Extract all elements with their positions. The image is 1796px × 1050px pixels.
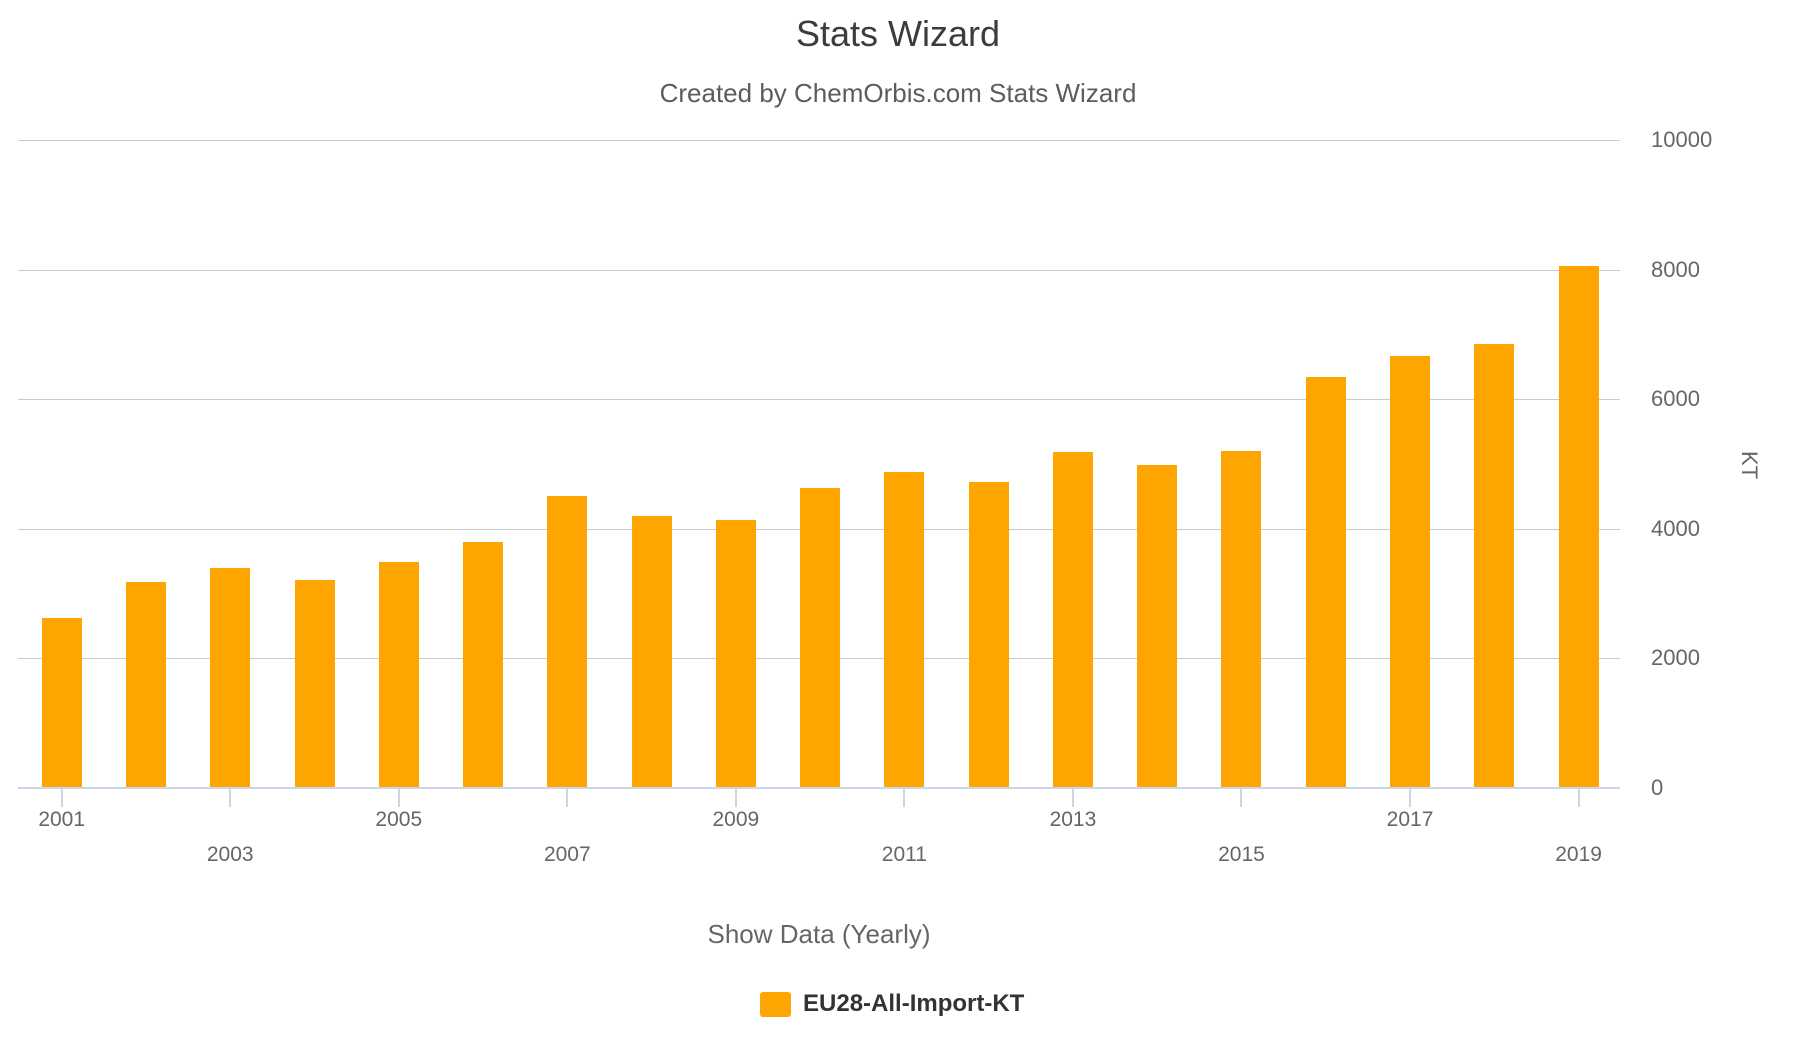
x-tick-2013 [1071, 789, 1074, 807]
bar-2010 [800, 487, 841, 788]
x-label-2001: 2001 [38, 808, 86, 831]
bar-2015 [1221, 451, 1262, 788]
x-tick-2015 [1240, 789, 1243, 807]
bar-2017 [1390, 355, 1431, 788]
x-tick-2009 [734, 789, 737, 807]
x-tick-2005 [397, 789, 400, 807]
bar-2012 [968, 482, 1009, 788]
x-label-2007: 2007 [543, 843, 591, 866]
y-label-0: 0 [1651, 775, 1664, 800]
x-tick-2007 [566, 789, 569, 807]
y-label-8000: 8000 [1651, 256, 1700, 282]
bar-2011 [884, 472, 925, 788]
y-axis-title: KT [1737, 450, 1762, 480]
bar-2002 [125, 581, 166, 788]
y-label-10000: 10000 [1651, 127, 1713, 152]
chart-title: Stats Wizard [795, 13, 1001, 54]
x-tick-2019 [1577, 789, 1580, 807]
x-tick-2001 [60, 789, 63, 807]
gridline-6000 [18, 399, 1620, 401]
bar-2016 [1305, 377, 1346, 788]
gridline-10000 [18, 140, 1620, 141]
bar-2001 [41, 618, 82, 788]
x-tick-2011 [903, 789, 906, 807]
x-label-2013: 2013 [1049, 808, 1097, 831]
y-label-6000: 6000 [1651, 386, 1700, 412]
bar-2005 [378, 561, 419, 788]
plot-area [18, 140, 1620, 788]
bar-2009 [715, 519, 756, 788]
legend-item[interactable]: EU28-All-Import-KT [760, 990, 1024, 1018]
x-label-2019: 2019 [1555, 843, 1602, 866]
x-tick-2017 [1409, 789, 1412, 807]
bar-2014 [1137, 464, 1178, 788]
legend-swatch-icon [760, 991, 791, 1017]
bar-2013 [1052, 452, 1093, 788]
x-label-2005: 2005 [375, 808, 423, 831]
bar-2003 [210, 567, 251, 788]
x-label-2017: 2017 [1386, 808, 1434, 831]
chart-subtitle: Created by ChemOrbis.com Stats Wizard [659, 78, 1137, 108]
x-label-2009: 2009 [712, 808, 760, 831]
x-label-2003: 2003 [206, 843, 254, 866]
y-label-2000: 2000 [1651, 645, 1700, 671]
bar-2018 [1474, 344, 1515, 788]
x-label-2011: 2011 [881, 843, 927, 866]
x-axis-caption: Show Data (Yearly) [707, 919, 931, 949]
legend-label: EU28-All-Import-KT [803, 990, 1025, 1017]
x-label-2015: 2015 [1218, 843, 1265, 866]
bar-2008 [631, 515, 672, 788]
bar-2007 [547, 495, 588, 788]
y-label-4000: 4000 [1651, 515, 1700, 541]
x-tick-2003 [229, 789, 232, 807]
bar-2004 [294, 579, 335, 788]
bar-2006 [463, 541, 504, 788]
x-axis-line [18, 787, 1620, 789]
bar-2019 [1558, 265, 1599, 788]
gridline-8000 [18, 269, 1620, 271]
